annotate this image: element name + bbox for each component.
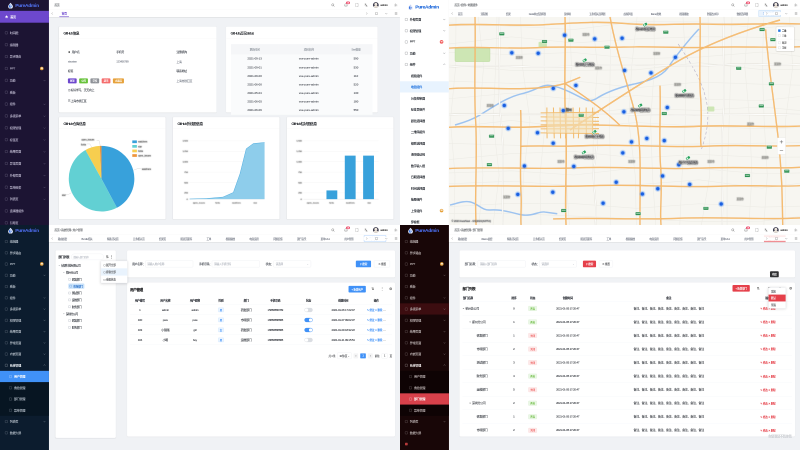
svg-text:open_issues: open_issues <box>81 139 95 141</box>
svg-text:open_issues: open_issues <box>307 203 319 205</box>
svg-text:某某市: 某某市 <box>503 195 511 199</box>
svg-text:500: 500 <box>184 182 188 184</box>
svg-text:某某市: 某某市 <box>653 51 661 55</box>
svg-text:豫A1A0C6(瑞安物流): 豫A1A0C6(瑞安物流) <box>636 27 655 31</box>
svg-text:watchers: watchers <box>232 202 241 205</box>
svg-text:0: 0 <box>301 199 303 201</box>
svg-text:某某市: 某某市 <box>761 156 769 160</box>
svg-text:star: star <box>367 202 371 205</box>
svg-text:某某市: 某某市 <box>516 56 524 60</box>
svg-text:豫A23H56(圆通快递): 豫A23H56(圆通快递) <box>631 108 650 112</box>
svg-text:750: 750 <box>184 172 188 174</box>
svg-text:某某市: 某某市 <box>774 62 782 66</box>
svg-text:1,250: 1,250 <box>296 151 302 153</box>
svg-text:某某市: 某某市 <box>557 160 565 164</box>
svg-text:某某市: 某某市 <box>707 160 715 164</box>
svg-text:某某市: 某某市 <box>736 197 744 201</box>
svg-text:© 2023 AutoNavi - GS(2021)6375: © 2023 AutoNavi - GS(2021)6375号 <box>451 219 491 223</box>
svg-text:1,500: 1,500 <box>296 141 302 143</box>
svg-text:watchers: watchers <box>346 202 355 205</box>
svg-text:forks: forks <box>215 203 220 205</box>
svg-text:豫A00001(京东物流): 豫A00001(京东物流) <box>576 63 595 67</box>
svg-text:star: star <box>253 202 257 205</box>
svg-text:某某市: 某某市 <box>628 160 636 164</box>
svg-text:forks: forks <box>81 143 87 146</box>
svg-text:forks: forks <box>329 203 334 205</box>
svg-text:star: star <box>62 194 66 197</box>
svg-text:250: 250 <box>298 193 302 195</box>
svg-text:豫A77V77(韵达快递): 豫A77V77(韵达快递) <box>679 160 698 164</box>
svg-text:某某市: 某某市 <box>486 103 494 107</box>
svg-text:1,000: 1,000 <box>182 161 188 163</box>
svg-text:500: 500 <box>298 182 302 184</box>
svg-text:某某市: 某某市 <box>674 83 682 87</box>
svg-text:豫A88888(中通快递): 豫A88888(中通快递) <box>675 93 694 97</box>
svg-text:某某市: 某某市 <box>747 122 755 126</box>
svg-text:1,250: 1,250 <box>182 151 188 153</box>
svg-text:某某市: 某某市 <box>582 33 590 37</box>
svg-text:郑州: 郑州 <box>565 107 573 112</box>
svg-text:某某市: 某某市 <box>595 66 603 70</box>
svg-text:watchers: watchers <box>142 168 152 171</box>
svg-text:forks: forks <box>138 150 144 153</box>
svg-text:open_issues: open_issues <box>138 155 152 157</box>
svg-text:豫A66666(京东物流): 豫A66666(京东物流) <box>585 134 604 138</box>
svg-text:750: 750 <box>298 172 302 174</box>
svg-text:0: 0 <box>187 199 189 201</box>
svg-text:1,500: 1,500 <box>182 141 188 143</box>
svg-text:1,000: 1,000 <box>296 161 302 163</box>
svg-text:watchers: watchers <box>138 141 148 144</box>
svg-text:豫A09HB6(申通快递): 豫A09HB6(申通快递) <box>574 155 593 159</box>
svg-text:open_issues: open_issues <box>193 203 205 205</box>
svg-text:250: 250 <box>184 193 188 195</box>
svg-text:star: star <box>138 145 142 148</box>
